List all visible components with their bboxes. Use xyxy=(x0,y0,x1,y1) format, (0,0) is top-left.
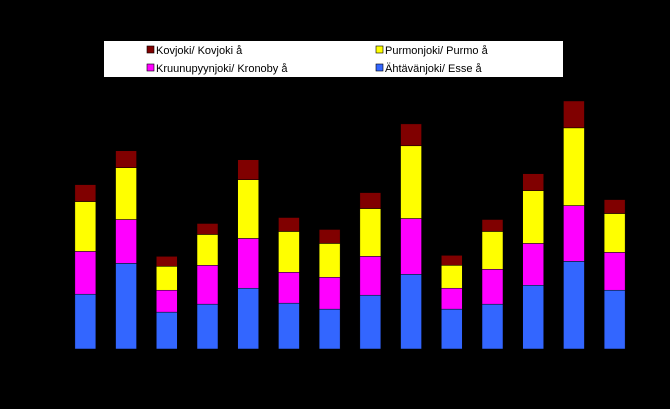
bar-segment-cat9-series4 xyxy=(400,123,422,147)
bar-segment-cat12-series1 xyxy=(522,285,544,350)
bar-segment-cat6-series4 xyxy=(278,217,300,232)
bar-segment-cat9-series1 xyxy=(400,274,422,350)
bar-segment-cat10-series2 xyxy=(441,287,463,310)
bar-segment-cat2-series3 xyxy=(115,167,137,220)
legend-box xyxy=(104,41,563,77)
bar-segment-cat11-series2 xyxy=(481,269,504,305)
bar-segment-cat1-series2 xyxy=(74,251,97,295)
bar-segment-cat1-series3 xyxy=(74,201,97,252)
bar-segment-cat13-series1 xyxy=(563,261,585,350)
bar-segment-cat3-series2 xyxy=(156,289,178,313)
bar-segment-cat7-series1 xyxy=(318,308,341,350)
bar-segment-cat11-series3 xyxy=(481,231,504,270)
bar-segment-cat4-series3 xyxy=(196,234,219,266)
bar-segment-cat2-series1 xyxy=(115,263,137,350)
legend-swatch-ahtavanjoki xyxy=(375,63,384,72)
legend-swatch-kovjoki xyxy=(146,45,155,54)
legend: Kovjoki/ Kovjoki å Purmonjoki/ Purmo å K… xyxy=(104,41,563,77)
bar-segment-cat9-series3 xyxy=(400,145,422,219)
bar-segment-cat7-series2 xyxy=(318,277,341,310)
bar-segment-cat3-series1 xyxy=(156,311,178,350)
bar-segment-cat1-series1 xyxy=(74,293,97,350)
bar-segment-cat7-series3 xyxy=(318,243,341,278)
bar-segment-cat13-series3 xyxy=(563,127,585,206)
bar-segment-cat14-series3 xyxy=(603,213,626,253)
bar-segment-cat8-series4 xyxy=(359,192,382,209)
legend-label-kruunupyynjoki: Kruunupyynjoki/ Kronoby å xyxy=(156,63,288,75)
legend-label-purmonjoki: Purmonjoki/ Purmo å xyxy=(385,45,489,57)
bars-layer xyxy=(74,100,626,350)
bar-segment-cat13-series2 xyxy=(563,205,585,262)
bar-segment-cat6-series2 xyxy=(278,272,300,304)
bar-segment-cat13-series4 xyxy=(563,100,585,129)
legend-swatch-kruunupyynjoki xyxy=(146,63,155,72)
bar-segment-cat9-series2 xyxy=(400,218,422,275)
bar-segment-cat6-series3 xyxy=(278,231,300,273)
bar-segment-cat3-series4 xyxy=(156,256,178,267)
legend-label-kovjoki: Kovjoki/ Kovjoki å xyxy=(156,45,243,57)
bar-segment-cat2-series4 xyxy=(115,150,137,168)
bar-segment-cat10-series1 xyxy=(441,308,463,350)
bar-segment-cat10-series4 xyxy=(441,255,463,266)
bar-segment-cat4-series1 xyxy=(196,303,219,350)
bar-segment-cat1-series4 xyxy=(74,184,97,202)
bar-segment-cat14-series4 xyxy=(603,199,626,214)
bar-segment-cat3-series3 xyxy=(156,266,178,291)
bar-segment-cat5-series4 xyxy=(237,159,259,180)
bar-segment-cat7-series4 xyxy=(318,229,341,244)
bar-segment-cat5-series1 xyxy=(237,287,259,350)
bar-segment-cat11-series1 xyxy=(481,303,504,350)
legend-label-ahtavanjoki: Ähtävänjoki/ Esse å xyxy=(385,63,482,75)
bar-segment-cat14-series2 xyxy=(603,252,626,291)
bar-segment-cat5-series2 xyxy=(237,238,259,289)
bar-segment-cat4-series4 xyxy=(196,223,219,235)
legend-swatch-purmonjoki xyxy=(375,45,384,54)
bar-segment-cat8-series2 xyxy=(359,256,382,296)
bar-segment-cat12-series4 xyxy=(522,173,544,191)
bar-segment-cat6-series1 xyxy=(278,302,300,350)
bar-segment-cat4-series2 xyxy=(196,265,219,305)
bar-segment-cat14-series1 xyxy=(603,289,626,350)
bar-segment-cat11-series4 xyxy=(481,219,504,232)
bar-segment-cat12-series2 xyxy=(522,243,544,286)
bar-segment-cat10-series3 xyxy=(441,265,463,289)
bar-segment-cat12-series3 xyxy=(522,190,544,244)
bar-segment-cat5-series3 xyxy=(237,179,259,239)
bar-segment-cat8-series1 xyxy=(359,294,382,350)
bar-segment-cat8-series3 xyxy=(359,208,382,257)
bar-segment-cat2-series2 xyxy=(115,219,137,264)
